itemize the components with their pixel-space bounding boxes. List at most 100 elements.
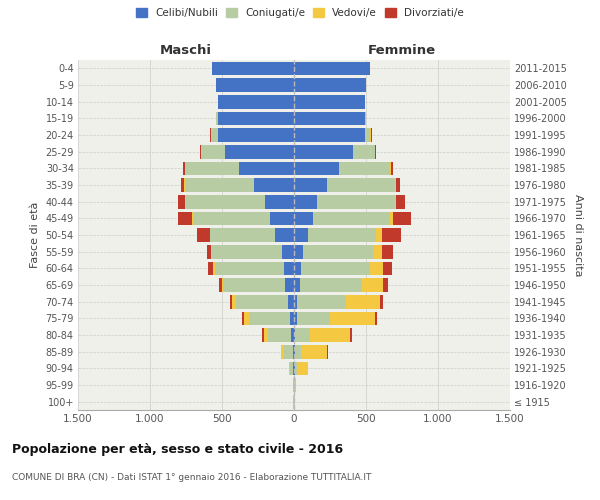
Bar: [201, 145, 202, 158]
Bar: [395, 178, 400, 192]
Bar: [218, 95, 294, 108]
Bar: [294, 345, 295, 358]
Bar: [211, 228, 275, 242]
Bar: [376, 228, 382, 242]
Bar: [294, 162, 338, 175]
Bar: [300, 278, 362, 292]
Bar: [395, 195, 396, 208]
Text: Femmine: Femmine: [368, 44, 436, 57]
Bar: [374, 312, 377, 325]
Bar: [288, 295, 294, 308]
Bar: [212, 245, 283, 258]
Y-axis label: Anni di nascita: Anni di nascita: [572, 194, 583, 276]
Bar: [275, 228, 294, 242]
Bar: [211, 245, 212, 258]
Bar: [338, 162, 391, 175]
Bar: [295, 362, 297, 375]
Bar: [295, 328, 310, 342]
Bar: [185, 195, 186, 208]
Bar: [294, 95, 365, 108]
Bar: [353, 145, 374, 158]
Bar: [211, 128, 212, 142]
Bar: [294, 62, 370, 75]
Bar: [294, 295, 297, 308]
Bar: [297, 362, 308, 375]
Bar: [371, 128, 372, 142]
Bar: [254, 178, 294, 192]
Text: Popolazione per età, sesso e stato civile - 2016: Popolazione per età, sesso e stato civil…: [12, 442, 343, 456]
Bar: [310, 328, 350, 342]
Bar: [242, 312, 244, 325]
Bar: [294, 278, 300, 292]
Text: Maschi: Maschi: [160, 44, 212, 57]
Bar: [264, 328, 268, 342]
Bar: [236, 295, 288, 308]
Bar: [294, 78, 366, 92]
Text: COMUNE DI BRA (CN) - Dati ISTAT 1° gennaio 2016 - Elaborazione TUTTITALIA.IT: COMUNE DI BRA (CN) - Dati ISTAT 1° genna…: [12, 472, 371, 482]
Bar: [373, 245, 382, 258]
Bar: [294, 195, 317, 208]
Bar: [290, 362, 293, 375]
Bar: [391, 162, 392, 175]
Bar: [294, 228, 308, 242]
Bar: [268, 328, 291, 342]
Bar: [185, 162, 239, 175]
Bar: [250, 312, 290, 325]
Bar: [313, 212, 391, 225]
Bar: [244, 312, 250, 325]
Bar: [291, 328, 294, 342]
Bar: [219, 278, 222, 292]
Bar: [294, 212, 313, 225]
Bar: [178, 195, 185, 208]
Bar: [281, 345, 284, 358]
Bar: [269, 212, 294, 225]
Bar: [218, 112, 294, 125]
Bar: [394, 212, 410, 225]
Bar: [294, 245, 302, 258]
Bar: [262, 328, 264, 342]
Bar: [383, 278, 388, 292]
Bar: [294, 312, 297, 325]
Bar: [365, 128, 370, 142]
Bar: [297, 295, 346, 308]
Bar: [317, 195, 395, 208]
Legend: Celibi/Nubili, Coniugati/e, Vedovi/e, Divorziati/e: Celibi/Nubili, Coniugati/e, Vedovi/e, Di…: [133, 5, 467, 21]
Bar: [216, 112, 218, 125]
Bar: [207, 245, 211, 258]
Bar: [330, 312, 374, 325]
Bar: [391, 212, 394, 225]
Bar: [284, 262, 294, 275]
Bar: [218, 128, 294, 142]
Bar: [294, 178, 327, 192]
Bar: [225, 145, 294, 158]
Bar: [186, 195, 265, 208]
Bar: [293, 362, 294, 375]
Bar: [294, 145, 353, 158]
Bar: [200, 145, 201, 158]
Bar: [202, 145, 225, 158]
Bar: [212, 128, 218, 142]
Bar: [185, 178, 254, 192]
Bar: [294, 128, 365, 142]
Bar: [216, 78, 294, 92]
Bar: [396, 195, 405, 208]
Bar: [284, 345, 293, 358]
Bar: [197, 228, 210, 242]
Bar: [350, 328, 352, 342]
Bar: [380, 295, 383, 308]
Bar: [212, 62, 294, 75]
Bar: [302, 245, 373, 258]
Bar: [193, 212, 269, 225]
Bar: [294, 262, 301, 275]
Bar: [370, 128, 371, 142]
Bar: [327, 178, 395, 192]
Bar: [289, 362, 290, 375]
Bar: [297, 312, 330, 325]
Bar: [215, 262, 284, 275]
Bar: [181, 178, 184, 192]
Bar: [293, 345, 294, 358]
Bar: [382, 245, 394, 258]
Bar: [222, 278, 223, 292]
Bar: [365, 112, 366, 125]
Bar: [178, 212, 193, 225]
